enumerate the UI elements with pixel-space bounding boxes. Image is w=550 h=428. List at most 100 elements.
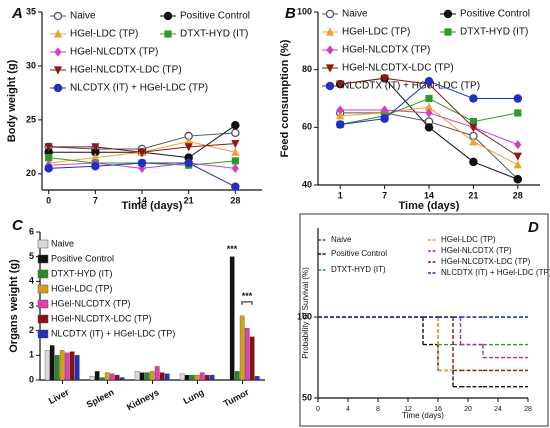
marker (231, 140, 240, 149)
panel-label: B (285, 5, 296, 22)
panel-label: C (12, 217, 24, 234)
y-axis-label: Organs weight (g) (8, 259, 20, 353)
marker (137, 148, 147, 157)
legend-label: Positive Control (460, 9, 530, 20)
legend-label: HGel-NLCDTX (TP) (342, 45, 430, 56)
marker (54, 47, 62, 57)
marker (164, 30, 172, 38)
marker (514, 109, 522, 117)
bar (234, 371, 240, 381)
legend-label: HGel-LDC (TP) (51, 283, 113, 293)
marker (326, 45, 334, 55)
marker (53, 29, 63, 38)
legend-label: HGel-NLCDTX (TP) (51, 298, 131, 308)
marker (91, 143, 100, 152)
legend-swatch (37, 254, 49, 264)
marker (513, 94, 523, 103)
marker (91, 162, 100, 171)
x-tick-label: 28 (230, 195, 240, 205)
bar (154, 366, 160, 381)
legend-label: DTXT-HYD (IT) (180, 29, 248, 40)
bar (99, 377, 105, 381)
bar (74, 355, 80, 381)
marker (45, 154, 53, 162)
y-tick-label: 0 (29, 374, 34, 384)
legend-label: DTXT-HYD (IT) (51, 268, 113, 278)
marker (336, 111, 345, 120)
marker (325, 9, 335, 19)
legend-swatch (37, 284, 49, 294)
x-tick-label: 4 (346, 406, 350, 413)
bar (229, 256, 235, 381)
marker (53, 66, 63, 75)
bar (184, 374, 190, 381)
marker (425, 108, 433, 118)
y-tick-label: 30 (26, 60, 36, 70)
legend-label: DTXT-HYD (IT) (331, 265, 386, 274)
y-tick-label: 5 (29, 251, 34, 261)
bar (249, 336, 255, 381)
marker (514, 140, 522, 150)
bar (139, 372, 145, 381)
legend-label: Positive Control (51, 253, 114, 263)
legend-swatch (37, 329, 49, 339)
legend-label: NLCDTX (IT) + HGel-LDC (TP) (342, 81, 480, 92)
marker (443, 9, 453, 19)
legend-label: HGel-NLCDTX (TP) (70, 47, 158, 58)
panel-d-frame (299, 213, 549, 427)
x-tick-label: 0 (46, 195, 51, 205)
marker (469, 137, 478, 146)
x-tick-label: 16 (434, 406, 442, 413)
y-axis-label: Feed consumption (%) (279, 39, 291, 157)
marker (231, 147, 240, 156)
marker (425, 94, 433, 103)
x-axis-label: Time (days) (122, 200, 183, 212)
legend-label: HGel-LDC (TP) (342, 27, 410, 38)
marker (444, 28, 452, 36)
legend-label: HGel-NLCDTX-LDC (TP) (441, 257, 531, 266)
bar (69, 351, 75, 381)
marker (513, 174, 523, 184)
x-tick-label: 21 (184, 195, 194, 205)
marker (137, 158, 147, 168)
x-axis-label: Time (days) (399, 200, 460, 212)
bar (44, 350, 50, 381)
marker (336, 80, 345, 89)
bar (159, 372, 165, 381)
marker (424, 102, 434, 111)
marker (380, 114, 389, 123)
legend-label: Naive (51, 238, 74, 248)
legend-swatch (37, 314, 49, 324)
marker (184, 143, 193, 152)
x-tick-label: 7 (382, 190, 387, 200)
bar (179, 373, 185, 381)
marker (44, 164, 53, 173)
marker (469, 157, 478, 167)
marker (184, 136, 193, 146)
legend-label: Positive Control (331, 249, 387, 258)
x-tick-label: 28 (513, 190, 523, 200)
bar (59, 350, 65, 381)
x-tick-label: 14 (424, 190, 434, 200)
bar (89, 376, 95, 381)
legend-swatch (37, 239, 49, 249)
marker (53, 83, 63, 93)
bar (189, 374, 195, 381)
bar (254, 376, 260, 381)
marker (231, 163, 239, 174)
bar (209, 374, 215, 381)
legend-label: NLCDTX (IT) + HGel-LDC (TP) (441, 268, 550, 277)
panel-label: D (528, 219, 539, 236)
y-tick-label: 20 (26, 168, 36, 178)
marker (336, 105, 344, 115)
bar (199, 372, 205, 381)
bar (149, 371, 155, 381)
marker (469, 117, 477, 126)
x-tick-label: 24 (494, 406, 502, 413)
y-tick-label: 4 (29, 276, 34, 286)
marker (53, 11, 63, 21)
marker (231, 157, 239, 165)
marker (469, 123, 478, 132)
y-tick-label: 35 (26, 6, 36, 16)
